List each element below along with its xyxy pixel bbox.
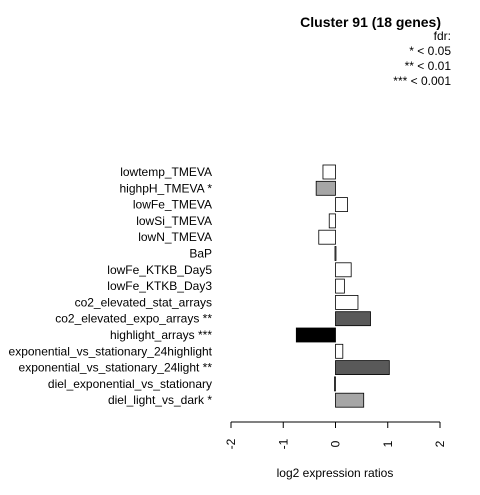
chart-title: Cluster 91 (18 genes) bbox=[300, 14, 441, 30]
category-label-co2-elevated-stat-arrays: co2_elevated_stat_arrays bbox=[75, 295, 212, 309]
category-label-exponential-vs-stationary-24highlight: exponential_vs_stationary_24highlight bbox=[9, 344, 213, 358]
bar-exponential-vs-stationary-24highlight bbox=[335, 343, 344, 359]
category-label-lowfe-tmeva: lowFe_TMEVA bbox=[133, 198, 212, 212]
bar-highph-tmeva bbox=[315, 180, 336, 196]
category-label-diel-exponential-vs-stationary: diel_exponential_vs_stationary bbox=[48, 377, 212, 391]
category-label-co2-elevated-expo-arrays: co2_elevated_expo_arrays ** bbox=[55, 312, 212, 326]
bar-highlight-arrays bbox=[295, 327, 336, 343]
category-label-diel-light-vs-dark: diel_light_vs_dark * bbox=[108, 393, 212, 407]
bar-bap bbox=[334, 246, 337, 261]
bar-diel-exponential-vs-stationary bbox=[334, 376, 336, 392]
legend-entry-1: * < 0.05 bbox=[409, 44, 451, 58]
bar-co2-elevated-stat-arrays bbox=[335, 294, 359, 310]
bar-diel-light-vs-dark bbox=[335, 392, 365, 408]
bar-co2-elevated-expo-arrays bbox=[335, 311, 371, 327]
x-tick-label-1: 1 bbox=[381, 440, 395, 447]
bar-lowfe-ktkb-day5 bbox=[335, 262, 352, 278]
category-label-lowfe-ktkb-day5: lowFe_KTKB_Day5 bbox=[107, 263, 212, 277]
bar-exponential-vs-stationary-24light bbox=[335, 360, 390, 376]
category-label-highlight-arrays: highlight_arrays *** bbox=[110, 328, 212, 342]
bar-lown-tmeva bbox=[318, 229, 336, 245]
legend-entry-3: *** < 0.001 bbox=[393, 74, 451, 88]
x-tick-label-0: 0 bbox=[329, 440, 343, 447]
legend-title: fdr: bbox=[434, 29, 451, 43]
category-label-lowfe-ktkb-day3: lowFe_KTKB_Day3 bbox=[107, 279, 212, 293]
x-axis-label: log2 expression ratios bbox=[277, 466, 394, 480]
x-axis: -2 -1 0 1 2 bbox=[224, 421, 447, 449]
x-tick-label-neg1: -1 bbox=[276, 438, 290, 449]
category-label-lowsi-tmeva: lowSi_TMEVA bbox=[136, 214, 212, 228]
bar-lowtemp-tmeva bbox=[322, 164, 336, 180]
legend-entry-2: ** < 0.01 bbox=[405, 59, 452, 73]
category-label-exponential-vs-stationary-24light: exponential_vs_stationary_24light ** bbox=[19, 361, 213, 375]
category-label-highph-tmeva: highpH_TMEVA * bbox=[120, 181, 213, 195]
bar-lowsi-tmeva bbox=[328, 213, 336, 229]
x-tick-label-2: 2 bbox=[433, 440, 447, 447]
bar-lowfe-ktkb-day3 bbox=[335, 278, 345, 294]
bars-group: lowtemp_TMEVA highpH_TMEVA * lowFe_TMEVAlo… bbox=[9, 164, 390, 408]
category-label-bap: BaP bbox=[189, 247, 212, 261]
category-label-lowtemp-tmeva: lowtemp_TMEVA bbox=[120, 165, 212, 179]
category-label-lown-tmeva: lowN_TMEVA bbox=[138, 230, 212, 244]
bar-lowfe-tmeva bbox=[335, 197, 348, 213]
x-tick-label-neg2: -2 bbox=[224, 438, 238, 449]
